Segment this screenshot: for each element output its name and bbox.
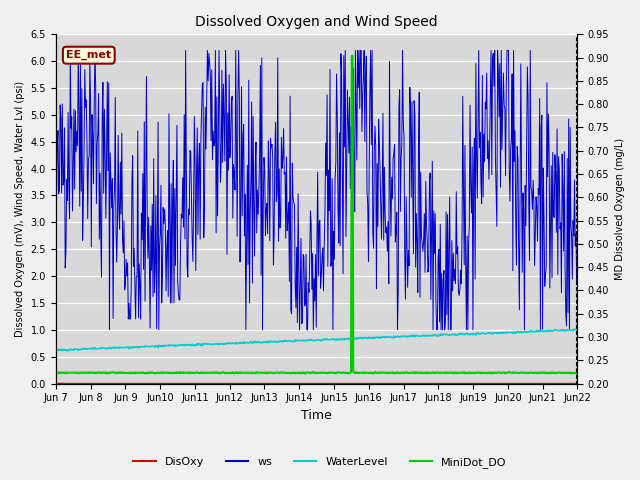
WaterLevel: [381, 334, 388, 339]
ws: [106, 327, 113, 333]
MiniDot_DO: [115, 370, 123, 376]
ws: [397, 209, 404, 215]
Line: MiniDot_DO: MiniDot_DO: [56, 56, 577, 373]
Line: ws: ws: [56, 50, 577, 330]
Y-axis label: Dissolved Oxygen (mV), Wind Speed, Water Lvl (psi): Dissolved Oxygen (mV), Wind Speed, Water…: [15, 81, 25, 337]
MiniDot_DO: [397, 370, 404, 376]
DisOxy: [395, 380, 403, 386]
WaterLevel: [572, 326, 580, 332]
MiniDot_DO: [348, 53, 356, 59]
MiniDot_DO: [168, 370, 176, 376]
Y-axis label: MD Dissolved Oxygen (mg/L): MD Dissolved Oxygen (mg/L): [615, 138, 625, 280]
DisOxy: [573, 380, 581, 386]
DisOxy: [380, 380, 388, 386]
MiniDot_DO: [573, 370, 581, 376]
MiniDot_DO: [301, 371, 309, 376]
ws: [61, 265, 69, 271]
MiniDot_DO: [381, 370, 389, 376]
ws: [381, 211, 389, 217]
ws: [52, 152, 60, 158]
ws: [67, 48, 74, 53]
X-axis label: Time: Time: [301, 409, 332, 422]
DisOxy: [115, 380, 123, 386]
DisOxy: [52, 380, 60, 386]
ws: [573, 261, 581, 266]
DisOxy: [168, 380, 176, 386]
DisOxy: [61, 380, 69, 386]
WaterLevel: [52, 347, 60, 353]
Text: EE_met: EE_met: [66, 50, 111, 60]
ws: [197, 136, 205, 142]
WaterLevel: [64, 348, 72, 354]
WaterLevel: [396, 334, 403, 340]
Line: WaterLevel: WaterLevel: [56, 329, 577, 351]
ws: [170, 157, 177, 163]
ws: [116, 159, 124, 165]
WaterLevel: [116, 344, 124, 350]
WaterLevel: [61, 347, 69, 353]
MiniDot_DO: [196, 371, 204, 376]
WaterLevel: [196, 342, 204, 348]
MiniDot_DO: [52, 370, 60, 375]
DisOxy: [196, 380, 204, 386]
Legend: DisOxy, ws, WaterLevel, MiniDot_DO: DisOxy, ws, WaterLevel, MiniDot_DO: [129, 452, 511, 472]
WaterLevel: [573, 327, 581, 333]
MiniDot_DO: [61, 370, 69, 376]
WaterLevel: [169, 342, 177, 348]
Title: Dissolved Oxygen and Wind Speed: Dissolved Oxygen and Wind Speed: [195, 15, 438, 29]
